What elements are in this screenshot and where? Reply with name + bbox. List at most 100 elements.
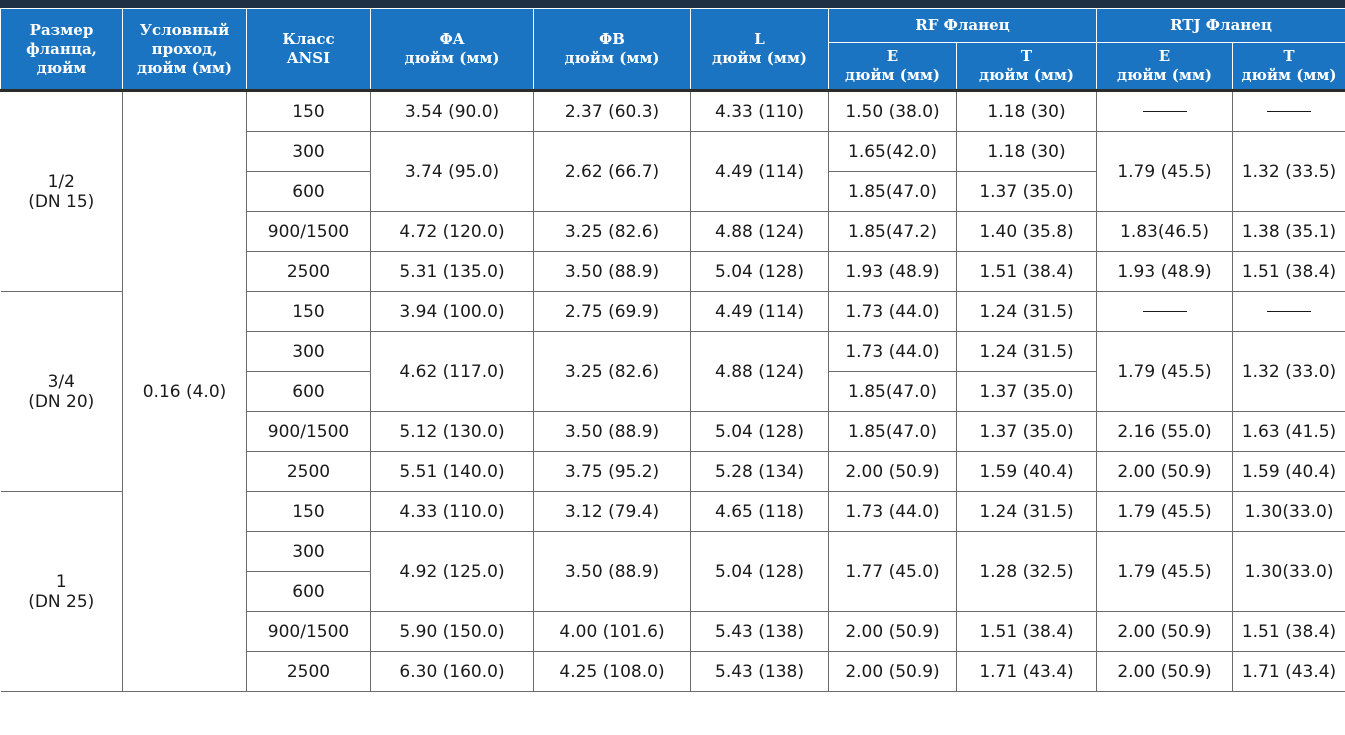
fb-cell: 3.25 (82.6) <box>533 331 691 412</box>
table-row: 900/1500 5.12 (130.0) 3.50 (88.9) 5.04 (… <box>1 411 1345 452</box>
fb-cell: 4.25 (108.0) <box>533 651 691 692</box>
rtj-e-cell <box>1096 89 1233 132</box>
rf-e-cell: 1.85(47.0) <box>828 171 957 212</box>
rtj-e-cell: 2.16 (55.0) <box>1096 411 1233 452</box>
rtj-e-cell: 1.83(46.5) <box>1096 211 1233 252</box>
rtj-t-cell: 1.59 (40.4) <box>1231 451 1345 492</box>
rf-e-cell: 1.65(42.0) <box>828 131 957 172</box>
l-cell: 4.49 (114) <box>690 131 829 212</box>
fb-cell: 2.37 (60.3) <box>533 89 691 132</box>
header-rf-flange: RF Фланец <box>828 8 1097 43</box>
l-cell: 5.04 (128) <box>690 251 829 292</box>
not-applicable-dash <box>1267 111 1311 112</box>
flange-size-cell: 3/4 (DN 20) <box>0 291 123 492</box>
not-applicable-dash <box>1267 311 1311 312</box>
rf-e-cell: 1.50 (38.0) <box>828 89 957 132</box>
fa-cell: 5.90 (150.0) <box>370 611 534 652</box>
rtj-e-cell: 2.00 (50.9) <box>1096 651 1233 692</box>
rf-t-cell: 1.40 (35.8) <box>956 211 1097 252</box>
not-applicable-dash <box>1142 311 1187 312</box>
rtj-t-cell <box>1231 89 1345 132</box>
fb-cell: 3.12 (79.4) <box>533 491 691 532</box>
rtj-e-cell: 1.93 (48.9) <box>1096 251 1233 292</box>
class-cell: 900/1500 <box>246 411 371 452</box>
class-cell: 600 <box>246 571 371 612</box>
l-cell: 5.04 (128) <box>690 531 829 612</box>
not-applicable-dash <box>1142 111 1187 112</box>
fa-cell: 4.72 (120.0) <box>370 211 534 252</box>
rtj-e-cell: 1.79 (45.5) <box>1096 531 1233 612</box>
rtj-t-cell: 1.38 (35.1) <box>1231 211 1345 252</box>
rtj-e-cell: 2.00 (50.9) <box>1096 611 1233 652</box>
rf-t-cell: 1.28 (32.5) <box>956 531 1097 612</box>
fb-cell: 3.25 (82.6) <box>533 211 691 252</box>
l-cell: 4.33 (110) <box>690 89 829 132</box>
l-cell: 4.88 (124) <box>690 331 829 412</box>
rtj-t-cell: 1.51 (38.4) <box>1231 611 1345 652</box>
rf-t-cell: 1.59 (40.4) <box>956 451 1097 492</box>
flange-dimensions-table: Размер фланца, дюйм Условный проход, дюйм (м… <box>0 8 1345 692</box>
table-row: 1/2 (DN 15) 0.16 (4.0) 150 3.54 (90.0) 2.… <box>0 89 1345 692</box>
header-ansi-class: Класс ANSI <box>246 8 371 91</box>
rf-e-cell: 2.00 (50.9) <box>828 611 957 652</box>
l-cell: 5.43 (138) <box>690 651 829 692</box>
table-row: 600 <box>1 571 1345 612</box>
rtj-e-cell: 1.79 (45.5) <box>1096 491 1233 532</box>
rf-t-cell: 1.24 (31.5) <box>956 331 1097 372</box>
fb-cell: 3.50 (88.9) <box>533 531 691 612</box>
rf-t-cell: 1.37 (35.0) <box>956 371 1097 412</box>
table-row: 900/1500 5.90 (150.0) 4.00 (101.6) 5.43 … <box>1 611 1345 652</box>
fa-cell: 5.51 (140.0) <box>370 451 534 492</box>
l-cell: 5.28 (134) <box>690 451 829 492</box>
table-row: 2500 5.31 (135.0) 3.50 (88.9) 5.04 (128)… <box>1 251 1345 292</box>
l-cell: 4.65 (118) <box>690 491 829 532</box>
flange-size-cell: 1/2 (DN 15) <box>0 89 123 292</box>
l-cell: 4.88 (124) <box>690 211 829 252</box>
rtj-e-cell: 2.00 (50.9) <box>1096 451 1233 492</box>
rf-e-cell: 1.77 (45.0) <box>828 531 957 612</box>
rtj-e-cell: 1.79 (45.5) <box>1096 131 1233 212</box>
fa-cell: 4.92 (125.0) <box>370 531 534 612</box>
fa-cell: 4.62 (117.0) <box>370 331 534 412</box>
class-cell: 300 <box>246 331 371 372</box>
table-row: 2500 6.30 (160.0) 4.25 (108.0) 5.43 (138… <box>1 651 1345 692</box>
rf-t-cell: 1.24 (31.5) <box>956 291 1097 332</box>
fa-cell: 6.30 (160.0) <box>370 651 534 692</box>
top-bar <box>0 0 1345 8</box>
rtj-t-cell: 1.32 (33.0) <box>1231 331 1345 412</box>
table-row: 2500 5.51 (140.0) 3.75 (95.2) 5.28 (134)… <box>1 451 1345 492</box>
rf-t-cell: 1.24 (31.5) <box>956 491 1097 532</box>
l-cell: 4.49 (114) <box>690 291 829 332</box>
rtj-t-cell: 1.71 (43.4) <box>1231 651 1345 692</box>
class-cell: 150 <box>246 291 371 332</box>
class-cell: 2500 <box>246 651 371 692</box>
class-cell: 2500 <box>246 251 371 292</box>
fa-cell: 5.12 (130.0) <box>370 411 534 452</box>
table-row: 600 1.85(47.0) 1.37 (35.0) <box>1 371 1345 412</box>
header-rtj-flange: RTJ Фланец <box>1095 8 1345 43</box>
rf-t-cell: 1.37 (35.0) <box>956 411 1097 452</box>
table-row: 300 4.92 (125.0) 3.50 (88.9) 5.04 (128) … <box>1 531 1345 612</box>
class-cell: 600 <box>246 171 371 212</box>
rf-e-cell: 1.73 (44.0) <box>828 291 957 332</box>
fa-cell: 3.74 (95.0) <box>370 131 534 212</box>
header-flange-size: Размер фланца, дюйм <box>0 8 123 91</box>
rf-e-cell: 1.73 (44.0) <box>828 491 957 532</box>
table-row: 900/1500 4.72 (120.0) 3.25 (82.6) 4.88 (… <box>1 211 1345 252</box>
rtj-t-cell: 1.32 (33.5) <box>1231 131 1345 212</box>
rf-e-cell: 2.00 (50.9) <box>828 451 957 492</box>
fb-cell: 3.50 (88.9) <box>533 411 691 452</box>
flange-size-cell: 1 (DN 25) <box>0 491 123 692</box>
rtj-t-cell: 1.51 (38.4) <box>1231 251 1345 292</box>
rtj-e-cell <box>1096 291 1233 332</box>
fb-cell: 3.75 (95.2) <box>533 451 691 492</box>
class-cell: 900/1500 <box>246 611 371 652</box>
table-row: 3/4 (DN 20) 150 3.94 (100.0) 2.75 (69.9) … <box>0 291 1345 492</box>
rf-e-cell: 1.93 (48.9) <box>828 251 957 292</box>
fa-cell: 5.31 (135.0) <box>370 251 534 292</box>
